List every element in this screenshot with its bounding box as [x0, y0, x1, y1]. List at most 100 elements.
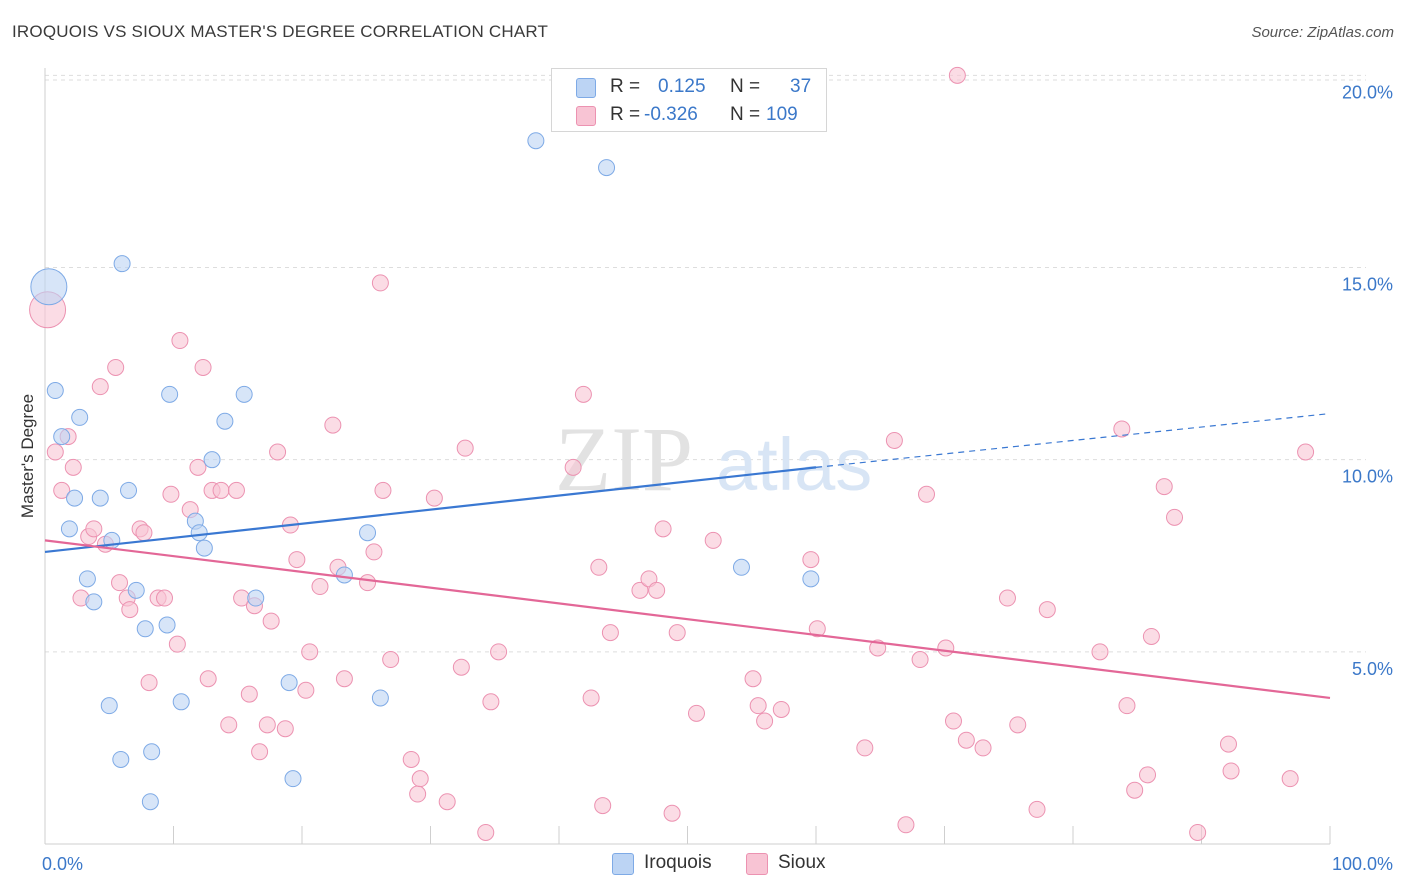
iroquois-point — [172, 693, 190, 711]
series-legend: Iroquois Sioux — [0, 851, 1406, 879]
iroquois-swatch — [612, 853, 634, 875]
sioux-point — [687, 704, 705, 722]
watermark-atlas: atlas — [716, 423, 872, 506]
sioux-point — [897, 816, 915, 834]
iroquois-point — [100, 697, 118, 715]
sioux-point — [856, 739, 874, 757]
iroquois-point — [91, 489, 109, 507]
sioux-point — [1189, 823, 1207, 841]
sioux-point — [335, 670, 353, 688]
sioux-point — [107, 358, 125, 376]
iroquois-point — [527, 132, 545, 150]
sioux-point — [808, 620, 826, 638]
tick-labels: 5.0% 10.0% 15.0% 20.0% 0.0% 100.0% — [42, 82, 1393, 874]
iroquois-point — [85, 593, 103, 611]
sioux-point — [111, 574, 129, 592]
iroquois-point — [235, 385, 253, 403]
sioux-point — [212, 481, 230, 499]
sioux-point — [1222, 762, 1240, 780]
stats-legend: R = 0.125 N = 37 R = -0.326 N = 109 — [551, 68, 827, 132]
iroquois-point — [113, 255, 131, 273]
sioux-point — [262, 612, 280, 630]
sioux-point — [1155, 478, 1173, 496]
sioux-point — [490, 643, 508, 661]
sioux-point — [1009, 716, 1027, 734]
sioux-point — [704, 531, 722, 549]
sioux-point — [1038, 601, 1056, 619]
sioux-point — [1118, 697, 1136, 715]
iroquois-point — [136, 620, 154, 638]
sioux-point — [663, 804, 681, 822]
iroquois-point — [46, 382, 64, 400]
sioux-point — [477, 823, 495, 841]
sioux-point — [456, 439, 474, 457]
sioux-point — [631, 581, 649, 599]
r-value: -0.326 — [644, 104, 698, 125]
sioux-point — [227, 481, 245, 499]
sioux-point — [374, 481, 392, 499]
sioux-point — [885, 431, 903, 449]
sioux-point — [802, 551, 820, 569]
sioux-point — [957, 731, 975, 749]
source-label: Source: ZipAtlas.com — [1251, 24, 1394, 41]
sioux-swatch — [576, 106, 596, 126]
stats-row-iroquois: R = 0.125 N = 37 — [552, 74, 826, 102]
sioux-point — [220, 716, 238, 734]
sioux-point — [594, 797, 612, 815]
iroquois-point — [195, 539, 213, 557]
watermark: ZIP atlas — [555, 408, 872, 510]
sioux-point — [1126, 781, 1144, 799]
sioux-point — [64, 458, 82, 476]
sioux-point — [918, 485, 936, 503]
x-tick-label: 0.0% — [42, 854, 83, 874]
sioux-point — [668, 624, 686, 642]
iroquois-point — [216, 412, 234, 430]
iroquois-trend-line — [44, 466, 817, 554]
sioux-point — [258, 716, 276, 734]
iroquois-point — [359, 524, 377, 542]
iroquois-point — [141, 793, 159, 811]
sioux-point — [1219, 735, 1237, 753]
sioux-point — [135, 524, 153, 542]
iroquois-swatch — [576, 78, 596, 98]
y-tick-label: 15.0% — [1342, 275, 1393, 295]
iroquois-point — [190, 524, 208, 542]
sioux-point — [654, 520, 672, 538]
sioux-point — [772, 700, 790, 718]
trend-lines — [44, 412, 1331, 700]
iroquois-point — [127, 581, 145, 599]
sioux-point — [189, 458, 207, 476]
sioux-point — [1113, 420, 1131, 438]
sioux-point — [53, 481, 71, 499]
sioux-point — [1166, 508, 1184, 526]
sioux-point — [1091, 643, 1109, 661]
r-value: 0.125 — [658, 76, 706, 97]
sioux-point — [199, 670, 217, 688]
sioux-point — [601, 624, 619, 642]
sioux-point — [251, 743, 269, 761]
sioux-point — [140, 674, 158, 692]
sioux-point — [311, 578, 329, 596]
iroquois-point — [78, 570, 96, 588]
sioux-point — [582, 689, 600, 707]
sioux-point — [402, 750, 420, 768]
iroquois-point — [71, 408, 89, 426]
iroquois-point — [161, 385, 179, 403]
iroquois-point — [732, 558, 750, 576]
chart-title: IROQUOIS VS SIOUX MASTER'S DEGREE CORREL… — [12, 22, 549, 41]
sioux-point — [168, 635, 186, 653]
sioux-point — [359, 574, 377, 592]
n-label: N = — [730, 104, 761, 125]
sioux-point — [382, 651, 400, 669]
axes — [44, 68, 1331, 845]
sioux-point — [371, 274, 389, 292]
sioux-point — [648, 581, 666, 599]
iroquois-point — [371, 689, 389, 707]
iroquois-point — [60, 520, 78, 538]
r-label: R = — [610, 104, 641, 125]
iroquois-point — [335, 566, 353, 584]
r-label: R = — [610, 76, 641, 97]
sioux-point — [574, 385, 592, 403]
sioux-point — [121, 601, 139, 619]
